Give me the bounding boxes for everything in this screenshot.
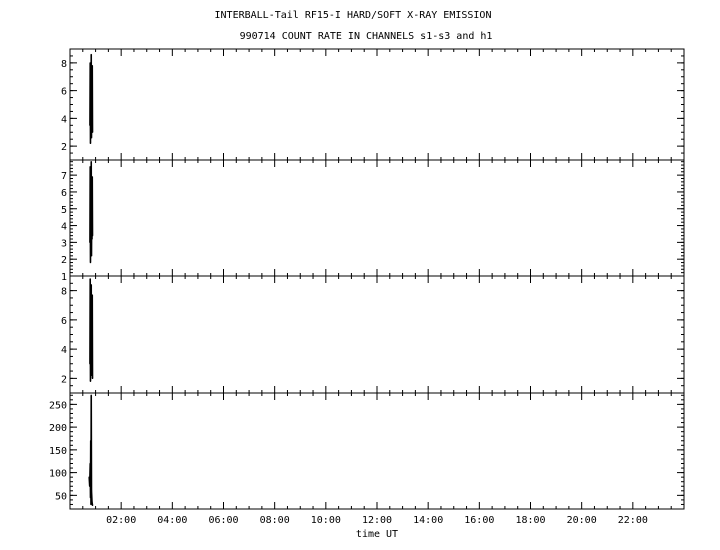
x-tick-label: 04:00 xyxy=(157,515,187,526)
y-tick-label: 2 xyxy=(61,374,67,385)
data-point xyxy=(89,497,92,499)
data-point xyxy=(91,357,93,359)
x-tick-label: 02:00 xyxy=(106,515,136,526)
data-point xyxy=(88,476,90,478)
data-point xyxy=(89,142,92,144)
y-tick-label: 4 xyxy=(61,345,67,356)
x-axis-label: time UT xyxy=(356,529,398,540)
data-point xyxy=(91,294,93,296)
x-tick-label: 18:00 xyxy=(515,515,545,526)
panels-group: 2 4 6 8 1 2 3 4 5 6 7 2 4 6 8 50 100 150 200 250 xyxy=(49,48,685,510)
data-point xyxy=(89,462,91,465)
data-point xyxy=(90,369,92,371)
panel-s2: 1 2 3 4 5 6 7 xyxy=(61,159,685,283)
x-axis: 02:00 04:00 06:00 08:00 10:00 12:00 14:00 16:00… xyxy=(106,515,648,526)
data-point xyxy=(90,161,92,163)
data-point xyxy=(90,255,93,257)
data-point xyxy=(89,261,92,264)
y-tick-label: 8 xyxy=(61,59,67,70)
x-tick-label: 20:00 xyxy=(567,515,597,526)
y-tick-label: 100 xyxy=(49,469,67,480)
chart-subtitle: 990714 COUNT RATE IN CHANNELS s1-s3 and … xyxy=(240,31,493,42)
data-point xyxy=(91,131,94,133)
data-point xyxy=(89,62,91,64)
data-point xyxy=(90,73,92,75)
data-point xyxy=(89,485,91,487)
y-tick-label: 2 xyxy=(61,255,67,266)
x-tick-label: 10:00 xyxy=(311,515,341,526)
data-point xyxy=(91,235,94,237)
data-point xyxy=(91,314,93,317)
data-point xyxy=(90,490,93,492)
panel-h1: 50 100 150 200 250 xyxy=(49,392,685,510)
y-tick-label: 200 xyxy=(49,423,67,434)
panel-s3: 2 4 6 8 xyxy=(61,275,685,394)
x-tick-label: 22:00 xyxy=(618,515,648,526)
y-tick-label: 150 xyxy=(49,446,67,457)
data-point xyxy=(90,440,92,442)
y-tick-label: 4 xyxy=(61,114,67,125)
x-tick-label: 14:00 xyxy=(413,515,443,526)
data-point xyxy=(90,374,93,377)
data-point xyxy=(91,504,94,506)
series-line-s3 xyxy=(89,278,94,382)
data-point xyxy=(90,130,92,132)
panel-frame xyxy=(69,48,685,161)
panel-frame xyxy=(69,275,685,394)
data-point xyxy=(91,176,93,178)
y-tick-label: 8 xyxy=(61,287,67,298)
y-tick-label: 6 xyxy=(61,188,67,199)
data-point xyxy=(91,83,93,85)
y-tick-label: 5 xyxy=(61,205,67,216)
data-point xyxy=(89,380,92,382)
data-point xyxy=(89,363,91,365)
y-tick-label: 3 xyxy=(61,238,67,249)
data-point xyxy=(90,394,92,396)
data-point xyxy=(91,198,93,200)
series-line-h1 xyxy=(88,395,94,506)
data-point xyxy=(90,248,92,250)
data-point xyxy=(91,377,94,379)
series-line-s1 xyxy=(89,54,94,144)
data-point xyxy=(91,117,93,119)
data-point xyxy=(91,238,93,240)
data-point xyxy=(89,124,91,126)
panel-frame xyxy=(69,159,685,277)
data-point xyxy=(90,284,92,286)
panel-s1: 2 4 6 8 xyxy=(61,48,685,161)
data-point xyxy=(90,301,92,303)
y-tick-label: 7 xyxy=(61,171,67,182)
data-point xyxy=(90,53,92,56)
y-tick-label: 6 xyxy=(61,316,67,327)
chart-title: INTERBALL-Tail RF15-I HARD/SOFT X-RAY EM… xyxy=(215,10,492,21)
x-tick-label: 06:00 xyxy=(208,515,238,526)
data-point xyxy=(90,184,92,186)
data-point xyxy=(91,65,93,67)
panel-frame xyxy=(69,392,685,510)
data-point xyxy=(91,501,93,503)
data-point xyxy=(89,166,91,168)
y-tick-label: 4 xyxy=(61,222,67,233)
x-tick-label: 12:00 xyxy=(362,515,392,526)
y-tick-label: 1 xyxy=(61,272,67,283)
data-point xyxy=(89,278,91,280)
x-tick-label: 16:00 xyxy=(464,515,494,526)
y-tick-label: 50 xyxy=(55,491,67,502)
data-point xyxy=(90,503,92,506)
x-tick-label: 08:00 xyxy=(260,515,290,526)
y-tick-label: 6 xyxy=(61,87,67,98)
y-tick-label: 250 xyxy=(49,400,67,411)
data-point xyxy=(89,241,91,243)
y-tick-label: 2 xyxy=(61,142,67,153)
data-point xyxy=(90,137,93,139)
